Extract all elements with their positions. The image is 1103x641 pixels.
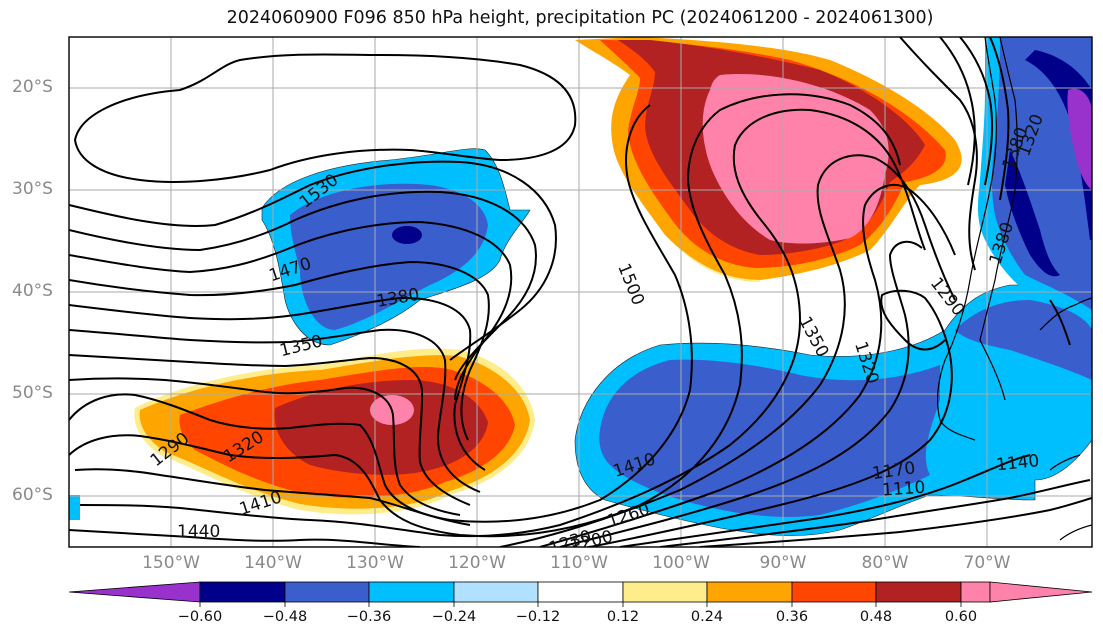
colorbar-tick: 0.36 [775, 609, 809, 625]
coastline [936, 37, 1092, 541]
colorbar-tick: 0.24 [690, 609, 724, 625]
colorbar-tick: 0.48 [859, 609, 893, 625]
lon-label: 140°W [244, 553, 302, 573]
colorbar-tick: −0.24 [431, 609, 477, 625]
colorbar-tick: −0.12 [515, 609, 561, 625]
lon-label: 70°W [963, 553, 1011, 573]
map-title: 2024060900 F096 850 hPa height, precipit… [226, 8, 934, 28]
lon-label: 120°W [448, 553, 506, 573]
colorbar-tick: 0.60 [944, 609, 978, 625]
colorbar-tick: −0.48 [262, 609, 308, 625]
lon-label: 90°W [759, 553, 807, 573]
lon-label: 80°W [861, 553, 909, 573]
map-area: 1530 1470 1380 1350 1290 1320 1410 1440 … [69, 37, 1092, 547]
colorbar-tick: −0.60 [177, 609, 223, 625]
lon-label: 100°W [652, 553, 710, 573]
lon-label: 110°W [550, 553, 608, 573]
contour-label: 1140 [995, 451, 1040, 475]
colorbar-tick: 0.12 [606, 609, 640, 625]
map-frame [68, 36, 1093, 548]
lat-label: 20°S [12, 77, 53, 97]
lat-label: 30°S [12, 179, 53, 199]
lon-label: 130°W [346, 553, 404, 573]
lon-label: 150°W [142, 553, 200, 573]
colorbar [68, 581, 1093, 607]
lat-label: 40°S [12, 281, 53, 301]
colorbar-tick: −0.36 [346, 609, 392, 625]
height-contours [69, 37, 1092, 547]
lat-label: 60°S [12, 485, 53, 505]
gridlines [69, 37, 1092, 547]
contour-label: 1440 [177, 522, 220, 542]
lat-label: 50°S [12, 383, 53, 403]
precip-anomaly-fills [69, 37, 1092, 536]
contour-label: 1110 [881, 478, 926, 501]
